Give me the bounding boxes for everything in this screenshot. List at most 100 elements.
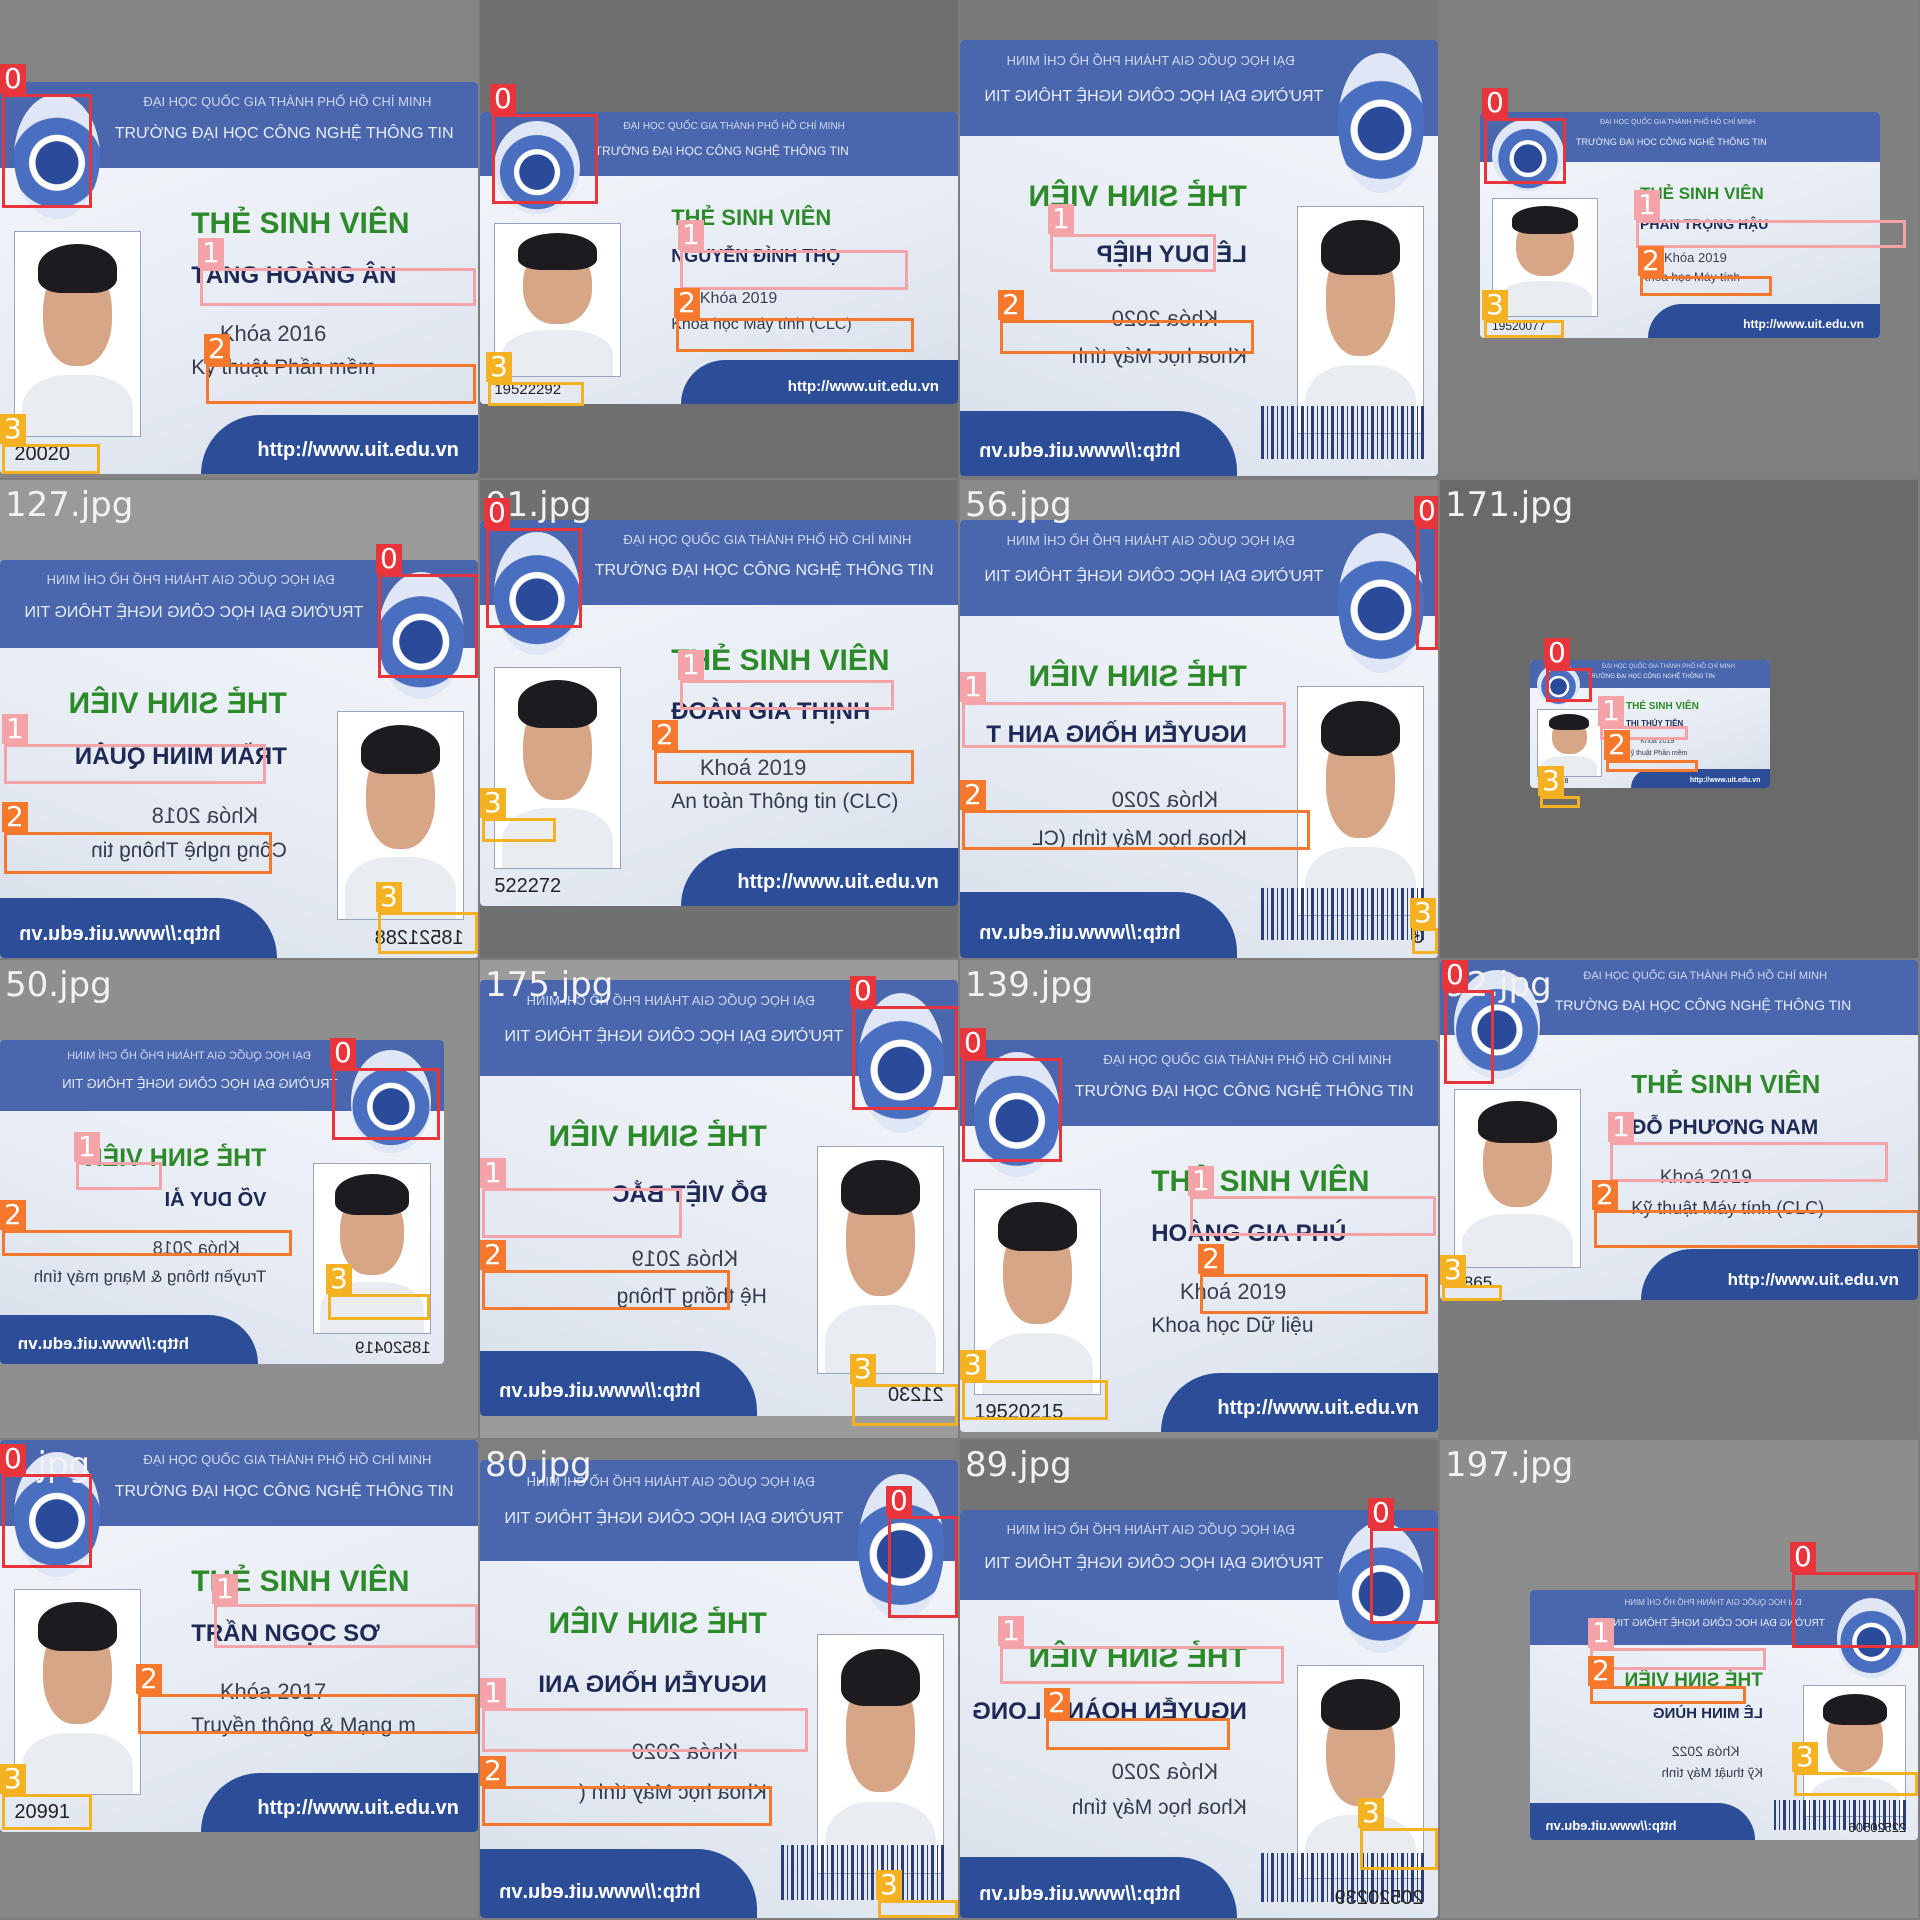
cohort-year: Khóa 2019	[631, 1245, 739, 1271]
detection-class-label: 1	[480, 1678, 506, 1708]
university-name: ĐẠI HỌC QUỐC GIA THÀNH PHỐ HỒ CHÍ MINH	[67, 1049, 311, 1062]
uit-logo-icon	[14, 1451, 101, 1578]
university-name: ĐẠI HỌC QUỐC GIA THÀNH PHỐ HỒ CHÍ MINH	[623, 531, 912, 547]
student-id-card: ĐẠI HỌC QUỐC GIA THÀNH PHỐ HỒ CHÍ MINH TR…	[1530, 660, 1770, 788]
website-url: http://www.uit.edu.vn	[979, 921, 1181, 944]
detection-class-label: 1	[1608, 1112, 1634, 1142]
photo-shirt	[1461, 1213, 1574, 1267]
cohort-year: Khóa 2019	[699, 290, 778, 308]
student-id-card: ĐẠI HỌC QUỐC GIA THÀNH PHỐ HỒ CHÍ MINH TR…	[480, 112, 958, 404]
cohort-year: Khóa 2020	[1111, 1758, 1219, 1784]
student-id-number: 18520419	[355, 1337, 431, 1357]
card-title: THẺ SINH VIÊN	[671, 643, 890, 677]
detection-class-label: 1	[1048, 204, 1074, 234]
detection-box-class-2	[1590, 1686, 1746, 1704]
detection-class-label: 3	[376, 882, 402, 912]
detection-class-label: 0	[484, 498, 510, 528]
student-id-number: 20520239	[1334, 1886, 1424, 1909]
detection-class-label: 3	[1410, 898, 1436, 928]
photo-hair	[1549, 713, 1590, 730]
detection-class-label: 0	[0, 64, 26, 94]
university-name: ĐẠI HỌC QUỐC GIA THÀNH PHỐ HỒ CHÍ MINH	[1600, 118, 1756, 126]
tile-filename: 127.jpg	[5, 485, 134, 525]
detection-box-class-0	[332, 1068, 440, 1140]
detection-box-class-2	[1606, 760, 1698, 772]
mosaic-tile: ĐẠI HỌC QUỐC GIA THÀNH PHỐ HỒ CHÍ MINH TR…	[0, 0, 478, 478]
detection-class-label: 3	[0, 414, 26, 444]
detection-box-class-3	[488, 382, 584, 406]
website-url: http://www.uit.edu.vn	[1727, 1269, 1899, 1289]
url-band	[680, 848, 958, 906]
detection-class-label: 2	[1588, 1656, 1614, 1686]
uit-logo-icon	[1454, 970, 1541, 1079]
detection-class-label: 1	[678, 650, 704, 680]
url-band	[680, 360, 958, 404]
detection-class-label: 0	[1414, 496, 1438, 526]
detection-class-label: 2	[480, 1240, 506, 1270]
detection-box-class-2	[482, 1786, 772, 1826]
photo-hair	[335, 1174, 409, 1215]
student-name: THỊ THỦY TIÊN	[1626, 718, 1684, 728]
photo-hair	[360, 724, 441, 775]
website-url: http://www.uit.edu.vn	[979, 1882, 1181, 1905]
detection-class-label: 2	[652, 720, 678, 750]
photo-shirt	[1498, 281, 1592, 317]
detection-box-class-1	[962, 702, 1286, 748]
url-band	[1648, 304, 1880, 338]
detection-class-label: 0	[850, 976, 876, 1006]
student-name: ĐOÀN GIA THỊNH	[671, 697, 871, 725]
detection-class-label: 3	[1358, 1798, 1384, 1828]
tile-filename: 171.jpg	[1445, 485, 1574, 525]
detection-box-class-0	[378, 574, 478, 678]
mosaic-tile: ĐẠI HỌC QUỐC GIA THÀNH PHỐ HỒ CHÍ MINH TR…	[1440, 1440, 1918, 1918]
detection-class-label: 1	[212, 1574, 238, 1604]
cohort-year: Khóa 2019	[1640, 738, 1675, 746]
detection-class-label: 1	[2, 714, 28, 744]
detection-box-class-0	[1484, 118, 1566, 184]
student-photo	[1297, 686, 1424, 917]
photo-shirt	[824, 1305, 937, 1375]
student-id-number: 20020	[14, 443, 70, 466]
detection-box-class-3	[1442, 1285, 1502, 1301]
mosaic-tile: ĐẠI HỌC QUỐC GIA THÀNH PHỐ HỒ CHÍ MINH TR…	[480, 0, 958, 478]
detection-box-class-2	[676, 318, 914, 352]
website-url: http://www.uit.edu.vn	[1217, 1397, 1419, 1420]
detection-box-class-3	[962, 1380, 1108, 1420]
detection-class-label: 3	[1538, 766, 1564, 796]
card-title: THẺ SINH VIÊN	[1631, 1068, 1821, 1099]
student-id-number: 19522292	[494, 381, 562, 399]
student-photo	[14, 230, 141, 437]
school-name: TRƯỜNG ĐẠI HỌC CÔNG NGHỆ THÔNG TIN	[1074, 1083, 1414, 1101]
student-name: LÊ MINH HÙNG	[1652, 1705, 1763, 1722]
school-name: TRƯỜNG ĐẠI HỌC CÔNG NGHỆ THÔNG TIN	[504, 1510, 844, 1528]
detection-box-class-1	[1590, 1648, 1766, 1670]
university-name: ĐẠI HỌC QUỐC GIA THÀNH PHỐ HỒ CHÍ MINH	[1602, 663, 1735, 670]
photo-shirt	[501, 330, 614, 376]
detection-box-class-1	[4, 744, 266, 784]
school-name: TRƯỜNG ĐẠI HỌC CÔNG NGHỆ THÔNG TIN	[1576, 136, 1767, 147]
url-band	[1630, 768, 1770, 788]
major-name: An toàn Thông tin (CLC)	[671, 790, 899, 814]
student-photo	[1803, 1685, 1907, 1817]
card-title: THẺ SINH VIÊN	[68, 687, 287, 721]
detection-class-label: 3	[486, 352, 512, 382]
mosaic-tile: ĐẠI HỌC QUỐC GIA THÀNH PHỐ HỒ CHÍ MINH TR…	[1440, 480, 1918, 958]
school-name: TRƯỜNG ĐẠI HỌC CÔNG NGHỆ THÔNG TIN	[62, 1075, 338, 1091]
student-name: NGUYỄN HỒNG ANI	[538, 1670, 767, 1698]
tile-filename: 139.jpg	[965, 965, 1094, 1005]
detection-box-class-1	[1600, 726, 1688, 740]
tile-filename: 80.jpg	[485, 1445, 592, 1485]
detection-box-class-1	[482, 1708, 808, 1752]
student-id-number: 22520506	[1848, 1820, 1907, 1835]
major-name: Truyền thông & Mạng máy tính	[33, 1266, 267, 1286]
detection-class-label: 0	[960, 1028, 986, 1058]
website-url: http://www.uit.edu.vn	[787, 378, 939, 396]
detection-class-label: 3	[1482, 290, 1508, 320]
school-name: TRƯỜNG ĐẠI HỌC CÔNG NGHỆ THÔNG TIN	[984, 87, 1324, 105]
school-name: TRƯỜNG ĐẠI HỌC CÔNG NGHỆ THÔNG TIN	[1587, 674, 1715, 681]
student-name: PHAN TRỌNG HẬU	[1640, 215, 1769, 232]
student-photo	[494, 666, 621, 870]
detection-class-label: 0	[0, 1444, 26, 1474]
tile-filename: 50.jpg	[5, 965, 112, 1005]
student-photo	[817, 1634, 944, 1875]
